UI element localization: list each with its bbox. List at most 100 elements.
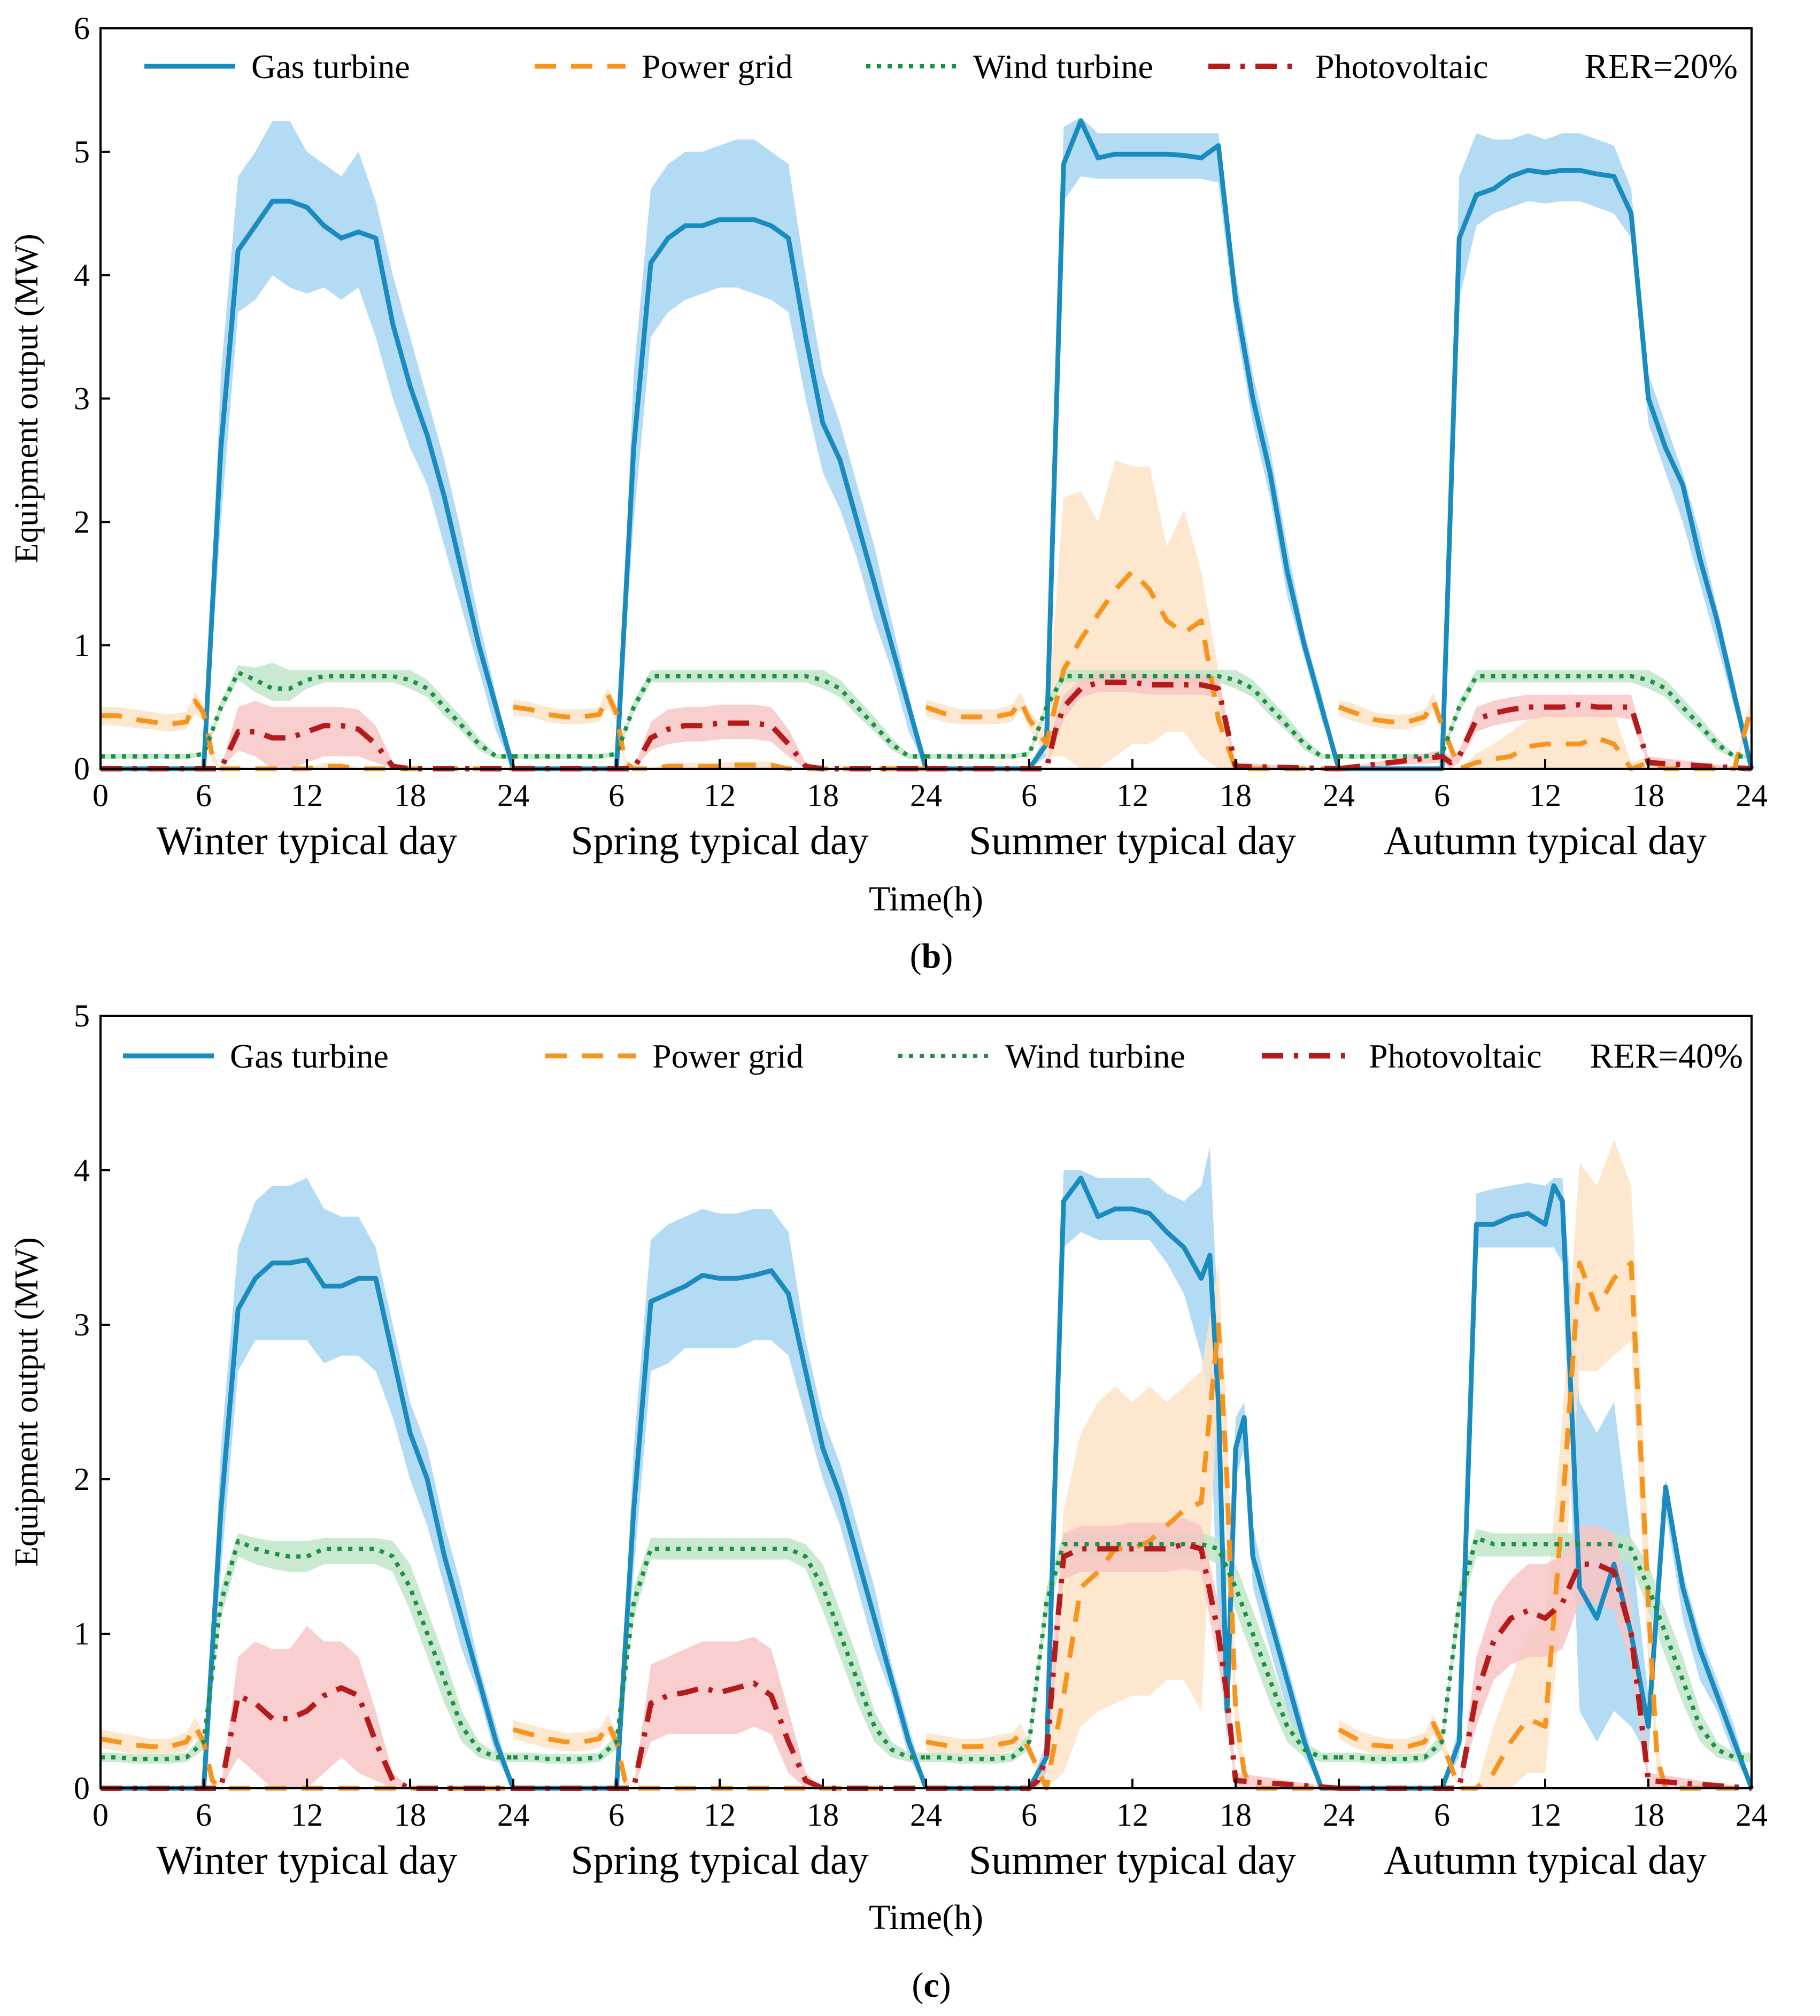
x-axis-c: 0 6 12 18 24 6 12 18 24 6 12 18 24 6 12 18 24 — [92, 1779, 1768, 1833]
x-tick-label: 18 — [1632, 1797, 1664, 1833]
y-tick-label: 6 — [74, 11, 90, 46]
x-tick-label: 6 — [196, 1797, 212, 1833]
wind-turbine-band-winter — [101, 1533, 513, 1764]
x-tick-label: 24 — [497, 778, 529, 813]
day-label: Winter typical day — [157, 1838, 458, 1883]
y-tick-label: 4 — [74, 1153, 90, 1188]
photovoltaic-band-summer — [926, 673, 1339, 769]
y-axis-title-b: Equipment output (MW) — [9, 234, 45, 563]
legend-item-wind-turbine: Wind turbine — [866, 48, 1153, 86]
x-tick-label: 12 — [1529, 778, 1561, 813]
legend-item-power-grid: Power grid — [535, 48, 793, 86]
photovoltaic-band-winter — [101, 1626, 513, 1788]
x-tick-label: 12 — [1116, 778, 1148, 813]
y-tick-label: 3 — [74, 1307, 90, 1342]
legend-item-gas-turbine: Gas turbine — [123, 1037, 389, 1075]
legend-label-wind-turbine: Wind turbine — [973, 48, 1153, 86]
day-labels-c: Winter typical day Spring typical day Summ… — [157, 1838, 1707, 1883]
photovoltaic-line-autumn — [1339, 1561, 1752, 1791]
legend-item-power-grid: Power grid — [545, 1037, 804, 1075]
gas-turbine-line-autumn — [1339, 1183, 1754, 1791]
x-tick-label: 6 — [196, 778, 212, 813]
legend-label-photovoltaic: Photovoltaic — [1369, 1037, 1542, 1075]
gas-turbine-line-summer — [926, 118, 1341, 771]
x-tick-label: 24 — [910, 1797, 942, 1833]
x-tick-label: 6 — [608, 1797, 624, 1833]
x-tick-label: 0 — [92, 778, 109, 813]
photovoltaic-line-spring — [513, 1680, 926, 1791]
legend-label-power-grid: Power grid — [652, 1037, 804, 1075]
photovoltaic-band-winter — [101, 701, 513, 769]
x-tick-label: 6 — [1434, 1797, 1450, 1833]
x-tick-label: 18 — [807, 778, 839, 813]
x-tick-label: 6 — [1434, 778, 1450, 813]
x-tick-label: 24 — [497, 1797, 529, 1833]
x-tick-label: 12 — [1529, 1797, 1561, 1833]
x-axis-title-b: Time(h) — [869, 879, 983, 918]
x-tick-label: 18 — [394, 778, 426, 813]
y-tick-label: 2 — [74, 1462, 90, 1497]
panel-label-b: (b) — [910, 937, 953, 976]
gas-turbine-line-spring — [513, 217, 929, 771]
plot-frame-b — [99, 27, 1753, 770]
y-tick-label: 1 — [74, 628, 90, 663]
gas-turbine-line-spring — [513, 1268, 929, 1791]
x-tick-label: 24 — [1736, 778, 1768, 813]
x-tick-label: 24 — [1736, 1797, 1768, 1833]
x-tick-label: 12 — [1116, 1797, 1148, 1833]
x-axis-title-c: Time(h) — [869, 1898, 983, 1937]
x-tick-label: 6 — [1021, 1797, 1037, 1833]
day-label: Winter typical day — [157, 818, 458, 863]
lines-c — [100, 1175, 1754, 1791]
y-axis-c: 0 1 2 3 4 5 — [74, 998, 110, 1806]
x-tick-label: 12 — [704, 1797, 736, 1833]
power-grid-band-summer — [926, 460, 1339, 769]
x-tick-label: 12 — [291, 778, 323, 813]
power-grid-line-spring — [512, 1721, 926, 1791]
day-label: Summer typical day — [969, 818, 1296, 863]
y-tick-label: 0 — [74, 751, 90, 786]
x-tick-label: 24 — [910, 778, 942, 813]
wind-turbine-band-spring — [513, 1538, 926, 1764]
x-tick-label: 24 — [1323, 1797, 1355, 1833]
wind-turbine-line-summer — [926, 674, 1339, 759]
x-tick-label: 18 — [807, 1797, 839, 1833]
power-grid-line-autumn — [1338, 698, 1754, 771]
y-tick-label: 5 — [74, 134, 90, 169]
legend-c: Gas turbine Power grid Wind turbine Photovo… — [123, 1037, 1542, 1075]
x-tick-label: 6 — [1021, 778, 1037, 813]
power-grid-line-winter — [100, 1724, 513, 1791]
y-axis-title-c: Equipment output (MW) — [9, 1237, 45, 1566]
x-tick-label: 12 — [291, 1797, 323, 1833]
annotation-c: RER=40% — [1590, 1037, 1743, 1076]
panel-label-c: (c) — [912, 1966, 951, 2005]
photovoltaic-band-spring — [513, 705, 926, 769]
legend-label-gas-turbine: Gas turbine — [251, 48, 410, 86]
wind-turbine-band-winter — [101, 662, 513, 759]
legend-label-wind-turbine: Wind turbine — [1005, 1037, 1185, 1075]
panel-letter-b: b — [922, 937, 942, 976]
x-tick-label: 18 — [1220, 1797, 1252, 1833]
photovoltaic-line-summer — [926, 679, 1339, 771]
gas-turbine-band-spring — [513, 139, 926, 769]
annotation-b: RER=20% — [1584, 47, 1738, 86]
legend-item-photovoltaic: Photovoltaic — [1262, 1037, 1542, 1075]
y-tick-label: 2 — [74, 504, 90, 539]
power-grid-line-autumn — [1337, 1260, 1752, 1791]
day-labels-b: Winter typical day Spring typical day Summ… — [157, 818, 1707, 863]
day-label: Summer typical day — [969, 1838, 1296, 1883]
legend-label-photovoltaic: Photovoltaic — [1315, 48, 1489, 86]
y-tick-label: 1 — [74, 1616, 90, 1651]
gas-turbine-line-summer — [926, 1175, 1339, 1791]
wind-turbine-line-autumn — [1339, 674, 1752, 759]
legend-item-photovoltaic: Photovoltaic — [1208, 48, 1489, 86]
gas-turbine-band-winter — [101, 1178, 513, 1788]
photovoltaic-line-summer — [926, 1541, 1339, 1791]
gas-turbine-line-winter — [101, 198, 516, 771]
wind-turbine-band-summer — [926, 1533, 1339, 1764]
y-tick-label: 0 — [74, 1771, 90, 1806]
x-tick-label: 12 — [704, 778, 736, 813]
